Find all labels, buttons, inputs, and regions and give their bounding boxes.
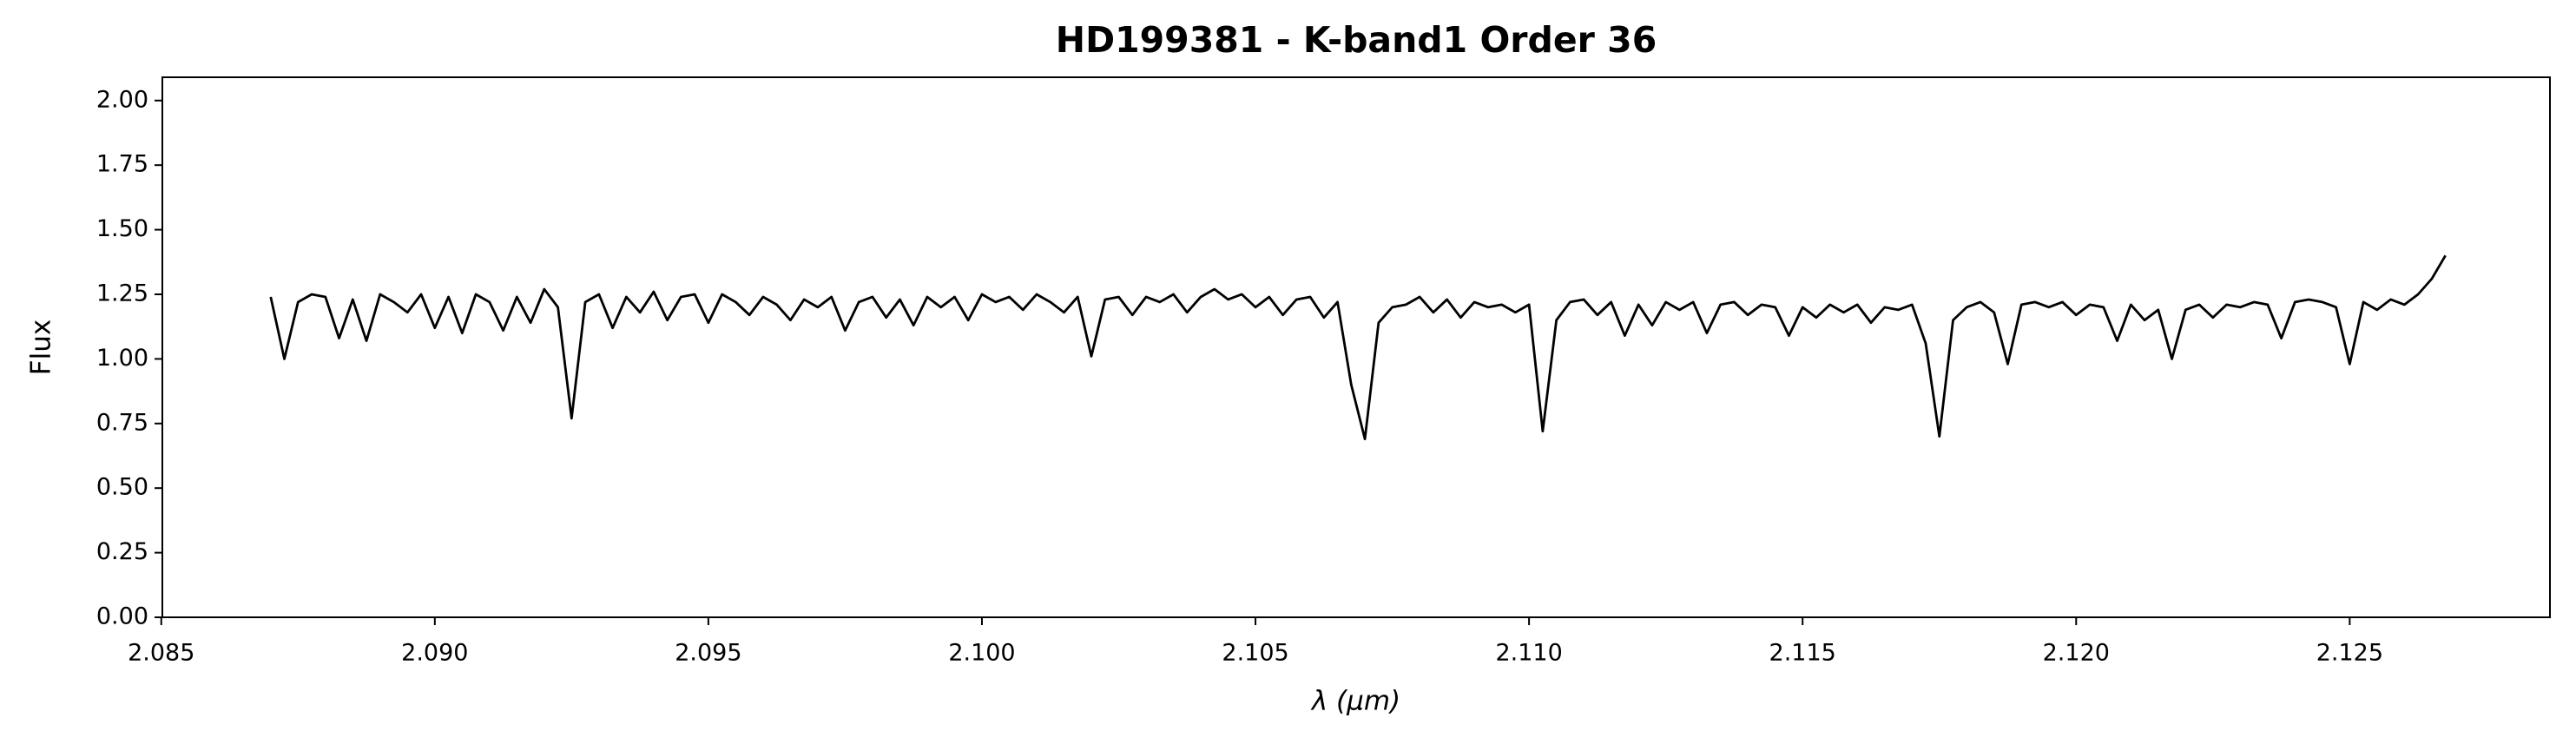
x-tick-label: 2.090: [401, 640, 468, 667]
x-tick-label: 2.085: [128, 640, 194, 667]
x-tick-label: 2.095: [675, 640, 741, 667]
spectrum-line: [269, 254, 2447, 441]
y-tick-label: 1.75: [96, 151, 148, 178]
y-tick-label: 1.25: [96, 280, 148, 306]
y-tick-label: 1.50: [96, 215, 148, 242]
plot-frame: [161, 76, 2551, 618]
y-tick-label: 0.50: [96, 474, 148, 501]
y-axis-label: Flux: [26, 320, 57, 375]
x-tick-label: 2.115: [1769, 640, 1836, 667]
chart-title: HD199381 - K-band1 Order 36: [1056, 19, 1657, 61]
y-tick-label: 2.00: [96, 86, 148, 113]
y-tick-label: 0.25: [96, 538, 148, 565]
y-tick-label: 1.00: [96, 345, 148, 372]
y-tick-label: 0.75: [96, 409, 148, 436]
x-axis-label: λ (μm): [1310, 686, 1400, 717]
x-tick-label: 2.100: [948, 640, 1015, 667]
x-tick-label: 2.105: [1222, 640, 1288, 667]
x-tick-label: 2.125: [2316, 640, 2383, 667]
x-tick-label: 2.110: [1495, 640, 1562, 667]
x-tick-label: 2.120: [2043, 640, 2110, 667]
y-tick-label: 0.00: [96, 603, 148, 630]
